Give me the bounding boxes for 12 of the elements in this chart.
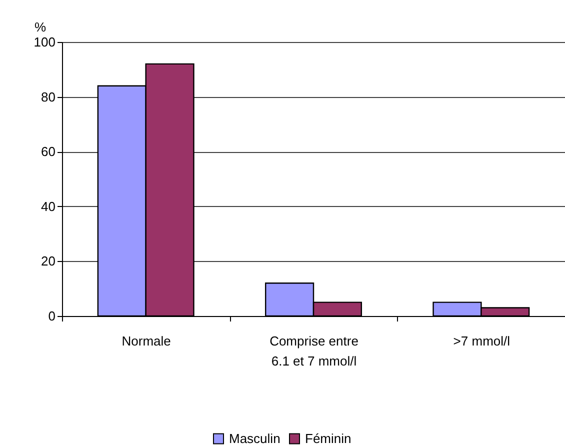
y-tick-label: 60 [41,144,56,160]
y-tick-label: 20 [41,254,56,269]
x-tick-label: Normale [122,334,171,348]
x-tick-label: Comprise entre 6.1 et 7 mmol/l [270,334,358,368]
legend-label: Féminin [305,430,352,446]
y-axis-title: % [34,20,46,34]
legend-label: Masculin [229,430,280,446]
y-tick-label: 40 [41,198,56,214]
y-tick-label: 0 [48,308,56,324]
y-tick-label: 80 [41,89,56,104]
x-tick-label: >7 mmol/l [453,334,510,348]
y-tick-label: 100 [34,34,56,50]
